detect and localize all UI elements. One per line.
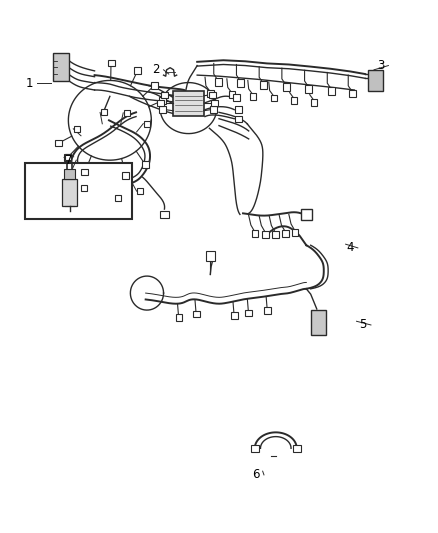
Bar [251, 445, 259, 452]
Bar [282, 230, 289, 237]
Bar [210, 107, 217, 113]
Bar [264, 308, 271, 314]
Bar [81, 168, 88, 175]
Bar [293, 445, 300, 452]
Bar [134, 67, 141, 74]
Bar [64, 169, 75, 179]
Bar [157, 100, 164, 106]
Bar [193, 311, 200, 317]
Bar [209, 92, 216, 98]
Bar [272, 231, 279, 238]
Bar [206, 251, 215, 261]
Bar [101, 109, 107, 115]
Bar [142, 161, 149, 168]
Bar [235, 107, 242, 113]
Bar [260, 82, 267, 89]
Bar [115, 196, 121, 201]
Bar [305, 85, 312, 93]
Bar [159, 98, 166, 104]
Text: 3: 3 [377, 59, 384, 72]
Text: 6: 6 [252, 469, 260, 481]
Bar [137, 188, 143, 194]
Bar [251, 230, 258, 237]
Bar [124, 110, 130, 116]
Text: 5: 5 [360, 319, 367, 332]
Bar [311, 310, 326, 335]
Bar [301, 209, 312, 220]
Bar [215, 78, 222, 86]
Bar [237, 79, 244, 87]
Bar [81, 185, 87, 191]
Text: 7: 7 [65, 154, 72, 167]
Bar [160, 211, 169, 218]
Bar [25, 163, 132, 219]
Bar [64, 155, 71, 160]
Bar [262, 231, 268, 238]
Bar [229, 91, 235, 98]
Bar [159, 107, 166, 113]
Bar [107, 60, 114, 66]
Bar [176, 314, 182, 321]
Bar [368, 70, 383, 91]
Bar [271, 94, 277, 101]
Bar [151, 83, 158, 89]
Bar [74, 126, 80, 132]
Bar [144, 120, 150, 126]
Bar [283, 83, 290, 91]
Bar [161, 92, 168, 98]
Bar [173, 91, 204, 116]
Bar [328, 87, 335, 95]
Bar [291, 96, 297, 103]
Bar [235, 116, 242, 122]
Bar [311, 99, 318, 106]
Bar [231, 312, 237, 319]
Bar [53, 53, 69, 81]
Bar [62, 179, 78, 206]
Bar [207, 90, 214, 96]
Text: 1: 1 [25, 77, 33, 90]
Bar [250, 93, 256, 100]
Bar [245, 310, 252, 317]
Bar [211, 100, 218, 106]
Bar [292, 229, 298, 236]
Text: 2: 2 [152, 63, 159, 76]
Bar [233, 94, 240, 101]
Text: 4: 4 [346, 241, 354, 254]
Bar [122, 172, 129, 179]
Bar [64, 155, 71, 161]
Bar [55, 140, 62, 146]
Bar [349, 90, 356, 98]
